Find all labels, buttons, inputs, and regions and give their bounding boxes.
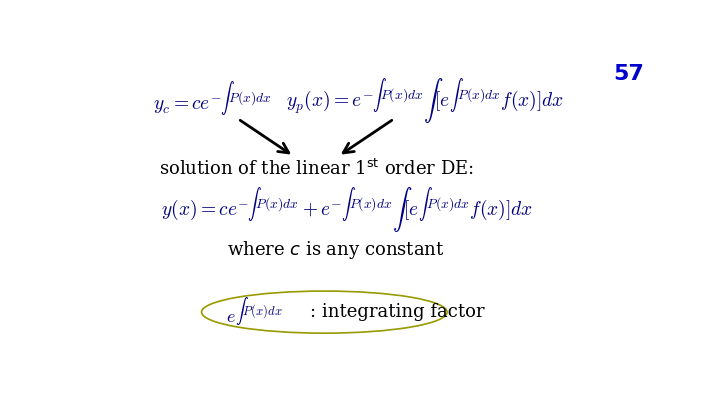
Text: : integrating factor: : integrating factor [310, 303, 485, 321]
Text: solution of the linear 1$^{\mathrm{st}}$ order DE:: solution of the linear 1$^{\mathrm{st}}$… [158, 159, 474, 179]
Text: $y(x)=ce^{-\int P(x)dx}+e^{-\int P(x)dx}\int[e^{\int P(x)dx}f(x)]dx$: $y(x)=ce^{-\int P(x)dx}+e^{-\int P(x)dx}… [161, 185, 533, 234]
Text: 57: 57 [613, 64, 644, 83]
Text: $e^{\int P(x)dx}$: $e^{\int P(x)dx}$ [225, 296, 282, 328]
Text: $y_c = ce^{-\int P(x)dx}$: $y_c = ce^{-\int P(x)dx}$ [153, 80, 272, 120]
Text: where $c$ is any constant: where $c$ is any constant [227, 239, 444, 261]
Text: $y_p(x)=e^{-\int P(x)dx}\int[e^{\int P(x)dx}f(x)]dx$: $y_p(x)=e^{-\int P(x)dx}\int[e^{\int P(x… [286, 76, 564, 125]
